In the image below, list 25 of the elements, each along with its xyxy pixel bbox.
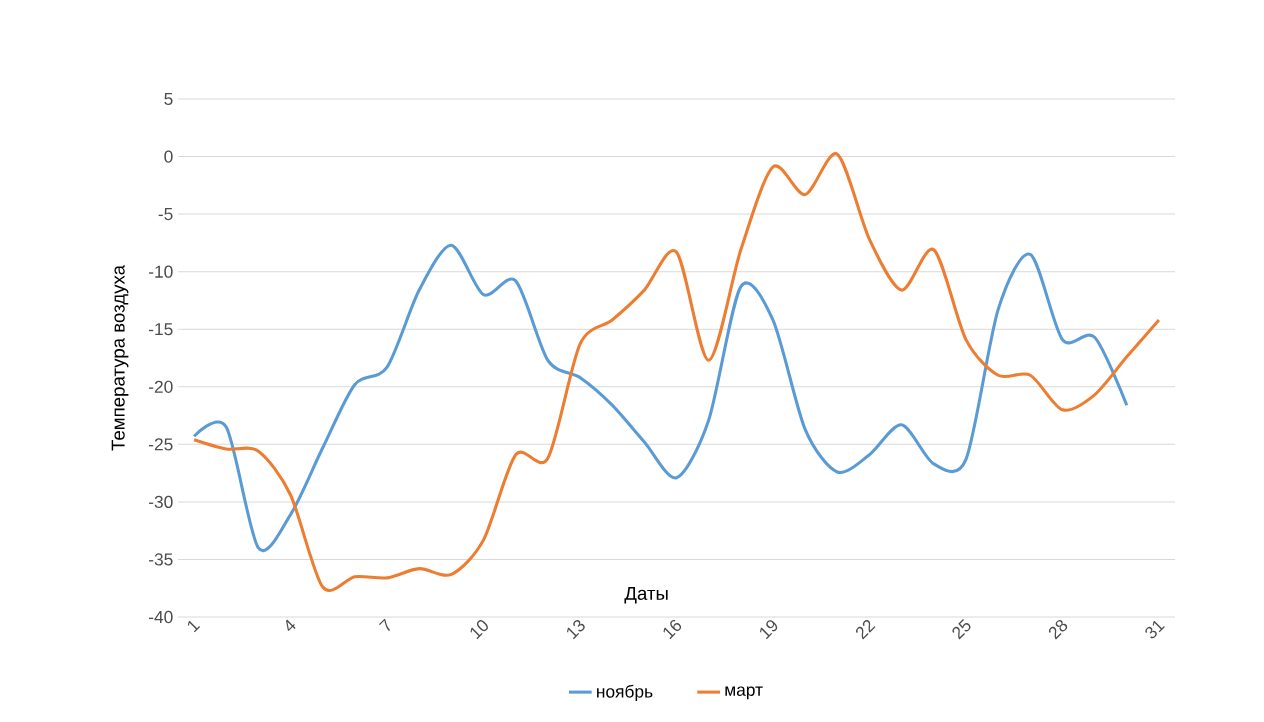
x-tick-label: 31 xyxy=(1145,620,1165,639)
x-tick-label: 7 xyxy=(378,618,391,632)
legend-label: ноябрь xyxy=(597,684,653,702)
y-tick-label: 0 xyxy=(164,150,173,163)
x-tick-label: 22 xyxy=(855,619,876,640)
x-tick-label: 4 xyxy=(286,619,296,632)
y-tick-label: -5 xyxy=(158,208,173,221)
y-tick-label: -30 xyxy=(149,495,173,509)
y-tick-label: 5 xyxy=(164,92,173,106)
x-tick-label: 1 xyxy=(187,620,201,633)
y-tick-label: -20 xyxy=(149,380,173,393)
y-tick-label: -25 xyxy=(149,438,173,451)
y-tick-label: -35 xyxy=(149,553,173,566)
y-tick-label: -15 xyxy=(149,323,173,336)
x-tick-label: 16 xyxy=(663,619,682,640)
x-tick-label: 19 xyxy=(760,620,778,640)
legend-label: март xyxy=(725,686,763,700)
y-axis-title: Температура воздуха xyxy=(111,264,129,451)
x-tick-label: 25 xyxy=(952,619,971,640)
x-tick-label: 28 xyxy=(1048,619,1068,640)
y-tick-label: -10 xyxy=(149,265,173,278)
y-tick-label: -40 xyxy=(149,610,173,624)
x-axis-title: Даты xyxy=(624,586,668,604)
x-tick-label: 13 xyxy=(567,619,585,640)
x-tick-label: 10 xyxy=(470,620,488,640)
